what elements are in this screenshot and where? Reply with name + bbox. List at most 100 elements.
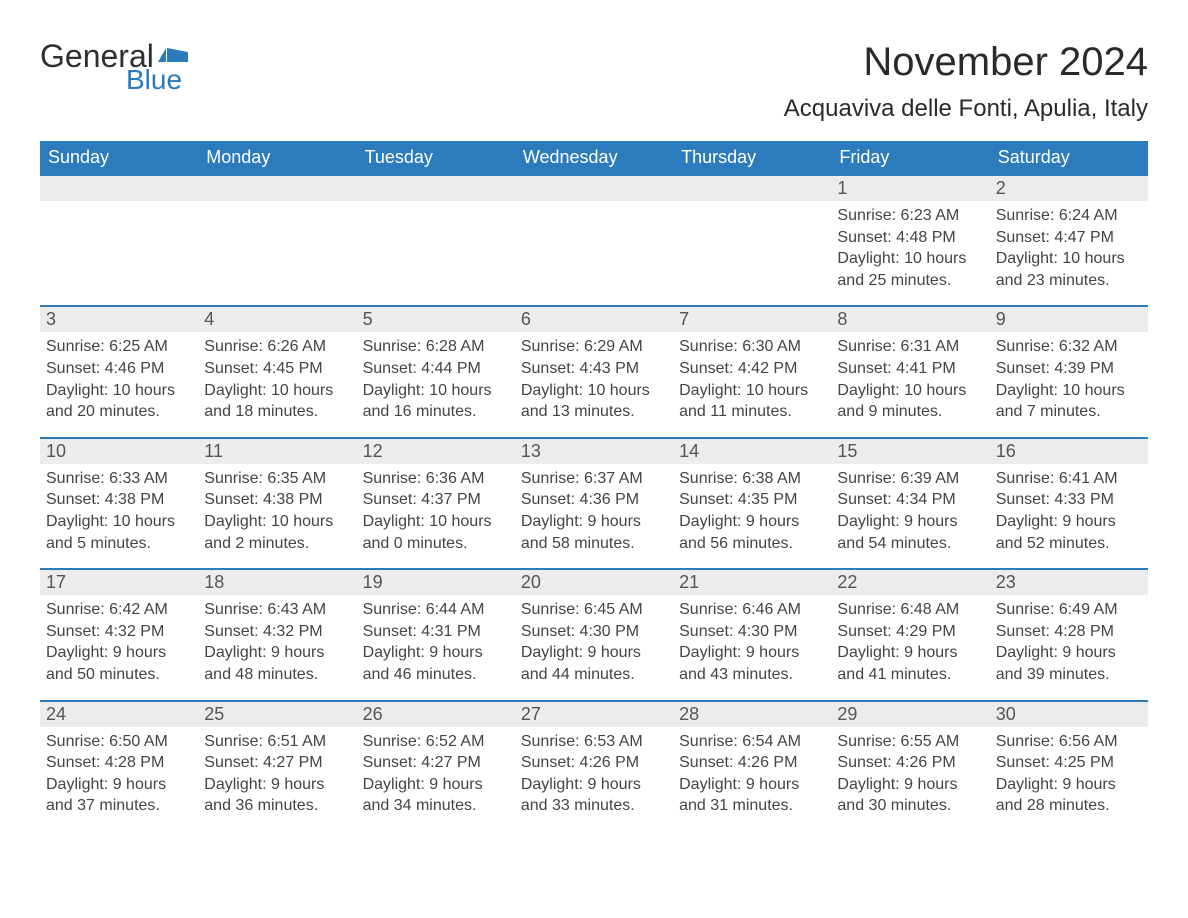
day-cell xyxy=(357,176,515,305)
day-details: Sunrise: 6:29 AMSunset: 4:43 PMDaylight:… xyxy=(521,336,667,422)
day-line-sunset: Sunset: 4:26 PM xyxy=(837,752,983,774)
day-line-sunrise: Sunrise: 6:52 AM xyxy=(363,731,509,753)
day-line-daylight2: and 7 minutes. xyxy=(996,401,1142,423)
day-line-sunset: Sunset: 4:45 PM xyxy=(204,358,350,380)
day-details: Sunrise: 6:48 AMSunset: 4:29 PMDaylight:… xyxy=(837,599,983,685)
day-cell: 26Sunrise: 6:52 AMSunset: 4:27 PMDayligh… xyxy=(357,702,515,831)
day-cell: 30 Sunrise: 6:56 AMSunset: 4:25 PMDayligh… xyxy=(990,702,1148,831)
day-details: Sunrise: 6:52 AMSunset: 4:27 PMDaylight:… xyxy=(363,731,509,817)
day-line-sunset: Sunset: 4:26 PM xyxy=(679,752,825,774)
day-line-daylight2: and 16 minutes. xyxy=(363,401,509,423)
day-line-daylight1: Daylight: 9 hours xyxy=(204,774,350,796)
day-line-daylight2: and 50 minutes. xyxy=(46,664,192,686)
day-line-daylight1: Daylight: 9 hours xyxy=(679,774,825,796)
day-details: Sunrise: 6:56 AMSunset: 4:25 PMDaylight:… xyxy=(996,731,1142,817)
day-line-daylight1: Daylight: 9 hours xyxy=(837,511,983,533)
day-cell: 4 Sunrise: 6:26 AMSunset: 4:45 PMDaylight… xyxy=(198,307,356,436)
day-details: Sunrise: 6:35 AMSunset: 4:38 PMDaylight:… xyxy=(204,468,350,554)
day-details: Sunrise: 6:30 AMSunset: 4:42 PMDaylight:… xyxy=(679,336,825,422)
day-line-sunrise: Sunrise: 6:54 AM xyxy=(679,731,825,753)
calendar-weeks: 1Sunrise: 6:23 AMSunset: 4:48 PMDaylight… xyxy=(40,174,1148,831)
day-line-daylight1: Daylight: 9 hours xyxy=(837,642,983,664)
day-line-sunset: Sunset: 4:27 PM xyxy=(363,752,509,774)
day-line-sunrise: Sunrise: 6:55 AM xyxy=(837,731,983,753)
day-line-daylight2: and 52 minutes. xyxy=(996,533,1142,555)
day-line-daylight1: Daylight: 9 hours xyxy=(996,774,1142,796)
day-number: 23 xyxy=(990,570,1148,595)
day-line-sunrise: Sunrise: 6:42 AM xyxy=(46,599,192,621)
day-line-daylight1: Daylight: 10 hours xyxy=(204,380,350,402)
day-number: 12 xyxy=(357,439,515,464)
day-details: Sunrise: 6:53 AMSunset: 4:26 PMDaylight:… xyxy=(521,731,667,817)
day-line-sunset: Sunset: 4:38 PM xyxy=(46,489,192,511)
day-line-sunrise: Sunrise: 6:56 AM xyxy=(996,731,1142,753)
day-line-sunrise: Sunrise: 6:36 AM xyxy=(363,468,509,490)
day-line-daylight2: and 43 minutes. xyxy=(679,664,825,686)
day-line-sunrise: Sunrise: 6:44 AM xyxy=(363,599,509,621)
day-cell xyxy=(673,176,831,305)
day-cell: 22Sunrise: 6:48 AMSunset: 4:29 PMDayligh… xyxy=(831,570,989,699)
day-number: 25 xyxy=(198,702,356,727)
day-line-sunset: Sunset: 4:33 PM xyxy=(996,489,1142,511)
day-line-daylight2: and 44 minutes. xyxy=(521,664,667,686)
day-number xyxy=(357,176,515,201)
day-number: 3 xyxy=(40,307,198,332)
day-cell xyxy=(40,176,198,305)
day-line-daylight2: and 31 minutes. xyxy=(679,795,825,817)
weekday-header: Tuesday xyxy=(357,141,515,174)
day-line-daylight1: Daylight: 9 hours xyxy=(521,642,667,664)
day-line-sunset: Sunset: 4:35 PM xyxy=(679,489,825,511)
day-line-sunset: Sunset: 4:31 PM xyxy=(363,621,509,643)
logo-flag-icon xyxy=(158,44,188,66)
day-number: 7 xyxy=(673,307,831,332)
day-cell: 23Sunrise: 6:49 AMSunset: 4:28 PMDayligh… xyxy=(990,570,1148,699)
day-cell: 15Sunrise: 6:39 AMSunset: 4:34 PMDayligh… xyxy=(831,439,989,568)
day-line-sunrise: Sunrise: 6:26 AM xyxy=(204,336,350,358)
day-cell: 14Sunrise: 6:38 AMSunset: 4:35 PMDayligh… xyxy=(673,439,831,568)
day-line-daylight2: and 46 minutes. xyxy=(363,664,509,686)
day-details: Sunrise: 6:31 AMSunset: 4:41 PMDaylight:… xyxy=(837,336,983,422)
day-line-daylight1: Daylight: 10 hours xyxy=(837,380,983,402)
day-number: 20 xyxy=(515,570,673,595)
month-title: November 2024 xyxy=(784,40,1148,85)
day-line-sunset: Sunset: 4:34 PM xyxy=(837,489,983,511)
day-line-sunrise: Sunrise: 6:48 AM xyxy=(837,599,983,621)
day-details: Sunrise: 6:43 AMSunset: 4:32 PMDaylight:… xyxy=(204,599,350,685)
day-line-daylight1: Daylight: 10 hours xyxy=(363,511,509,533)
day-number: 13 xyxy=(515,439,673,464)
day-cell: 12Sunrise: 6:36 AMSunset: 4:37 PMDayligh… xyxy=(357,439,515,568)
day-line-sunset: Sunset: 4:41 PM xyxy=(837,358,983,380)
day-number xyxy=(515,176,673,201)
day-number: 30 xyxy=(990,702,1148,727)
day-line-sunset: Sunset: 4:38 PM xyxy=(204,489,350,511)
day-line-daylight1: Daylight: 10 hours xyxy=(679,380,825,402)
day-number: 14 xyxy=(673,439,831,464)
day-number: 9 xyxy=(990,307,1148,332)
day-line-sunset: Sunset: 4:46 PM xyxy=(46,358,192,380)
day-line-sunrise: Sunrise: 6:29 AM xyxy=(521,336,667,358)
day-number: 4 xyxy=(198,307,356,332)
day-line-daylight1: Daylight: 9 hours xyxy=(521,774,667,796)
day-cell: 8Sunrise: 6:31 AMSunset: 4:41 PMDaylight… xyxy=(831,307,989,436)
day-line-daylight2: and 9 minutes. xyxy=(837,401,983,423)
day-details: Sunrise: 6:39 AMSunset: 4:34 PMDaylight:… xyxy=(837,468,983,554)
day-line-daylight2: and 54 minutes. xyxy=(837,533,983,555)
weekday-header-row: SundayMondayTuesdayWednesdayThursdayFrid… xyxy=(40,141,1148,174)
day-line-daylight1: Daylight: 9 hours xyxy=(679,511,825,533)
day-details: Sunrise: 6:23 AMSunset: 4:48 PMDaylight:… xyxy=(837,205,983,291)
day-cell: 24Sunrise: 6:50 AMSunset: 4:28 PMDayligh… xyxy=(40,702,198,831)
day-line-daylight1: Daylight: 9 hours xyxy=(46,774,192,796)
day-cell: 5Sunrise: 6:28 AMSunset: 4:44 PMDaylight… xyxy=(357,307,515,436)
day-number: 29 xyxy=(831,702,989,727)
weekday-header: Monday xyxy=(198,141,356,174)
day-line-sunrise: Sunrise: 6:50 AM xyxy=(46,731,192,753)
day-line-sunset: Sunset: 4:48 PM xyxy=(837,227,983,249)
day-line-sunset: Sunset: 4:25 PM xyxy=(996,752,1142,774)
logo: General Blue xyxy=(40,40,188,94)
day-line-sunset: Sunset: 4:32 PM xyxy=(204,621,350,643)
day-details: Sunrise: 6:25 AMSunset: 4:46 PMDaylight:… xyxy=(46,336,192,422)
day-cell xyxy=(198,176,356,305)
weekday-header: Sunday xyxy=(40,141,198,174)
day-line-daylight2: and 30 minutes. xyxy=(837,795,983,817)
day-line-daylight1: Daylight: 9 hours xyxy=(204,642,350,664)
